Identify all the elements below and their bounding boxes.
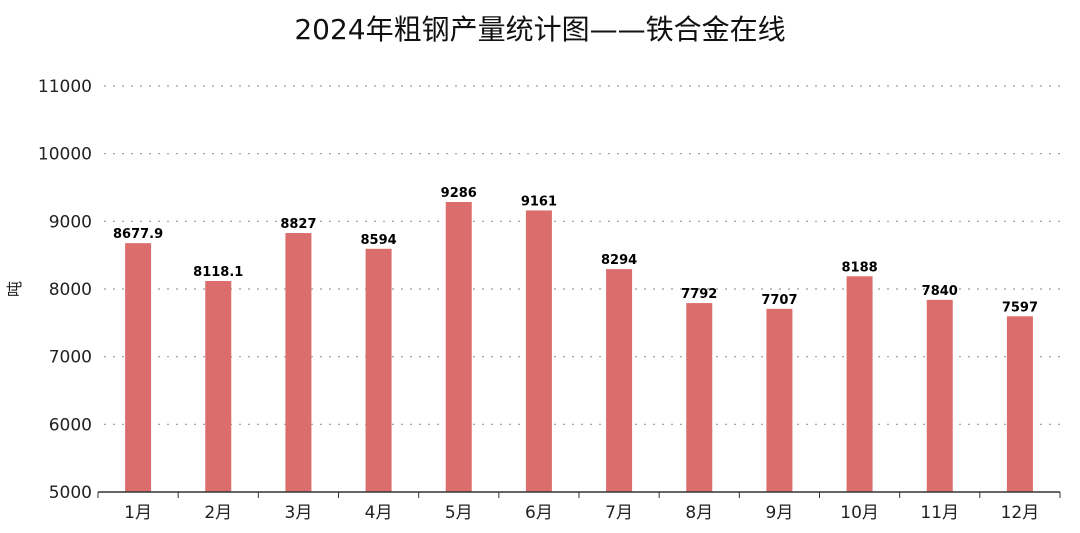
data-label: 8294 (601, 253, 637, 268)
data-label: 8677.9 (113, 227, 163, 242)
x-tick-label: 3月 (285, 503, 313, 523)
data-label: 8188 (841, 260, 877, 275)
data-label: 8594 (360, 233, 396, 248)
bar (525, 210, 552, 492)
bar (285, 233, 312, 492)
x-tick-label: 4月 (365, 503, 393, 523)
data-label: 7792 (681, 287, 717, 302)
bar (766, 308, 793, 492)
data-label: 8118.1 (193, 265, 243, 280)
y-tick-label: 11000 (38, 77, 92, 97)
bar (205, 281, 232, 492)
y-tick-label: 6000 (49, 415, 92, 435)
data-label: 8827 (280, 217, 316, 232)
data-label: 9286 (441, 186, 477, 201)
bar (606, 269, 633, 492)
x-tick-label: 10月 (840, 503, 879, 523)
x-tick-label: 2月 (204, 503, 232, 523)
y-axis-ticks: 5000 6000 7000 8000 9000 10000 11000 (38, 77, 92, 503)
y-tick-label: 9000 (49, 212, 92, 232)
bar (125, 243, 152, 492)
bar (926, 299, 953, 492)
data-label: 9161 (521, 194, 557, 209)
y-tick-label: 5000 (49, 483, 92, 503)
data-labels: 8677.9 8118.1 8827 8594 9286 9161 8294 7792 7707… (113, 186, 1038, 315)
bar (686, 303, 713, 492)
bar (445, 201, 472, 493)
x-axis-ticks: 1月 2月 3月 4月 5月 6月 7月 8月 9月 10月 11月 12月 (97, 492, 1061, 523)
bar (846, 276, 873, 492)
x-tick-label: 9月 (766, 503, 794, 523)
x-tick-label: 8月 (685, 503, 713, 523)
data-label: 7597 (1002, 300, 1038, 315)
x-tick-label: 6月 (525, 503, 553, 523)
x-tick-label: 1月 (124, 503, 152, 523)
chart-title: 2024年粗钢产量统计图——铁合金在线 (294, 13, 786, 46)
y-tick-label: 8000 (49, 280, 92, 300)
data-label: 7707 (761, 293, 797, 308)
data-label: 7840 (922, 284, 958, 299)
x-tick-label: 11月 (920, 503, 959, 523)
bars (125, 201, 1033, 493)
x-tick-label: 5月 (445, 503, 473, 523)
y-tick-label: 10000 (38, 145, 92, 165)
y-tick-label: 7000 (49, 348, 92, 368)
gridlines (104, 85, 1060, 425)
y-axis-title: 吨 (5, 281, 24, 297)
x-tick-label: 7月 (605, 503, 633, 523)
bar (1006, 316, 1033, 492)
x-tick-label: 12月 (1001, 503, 1040, 523)
bar (365, 248, 392, 492)
